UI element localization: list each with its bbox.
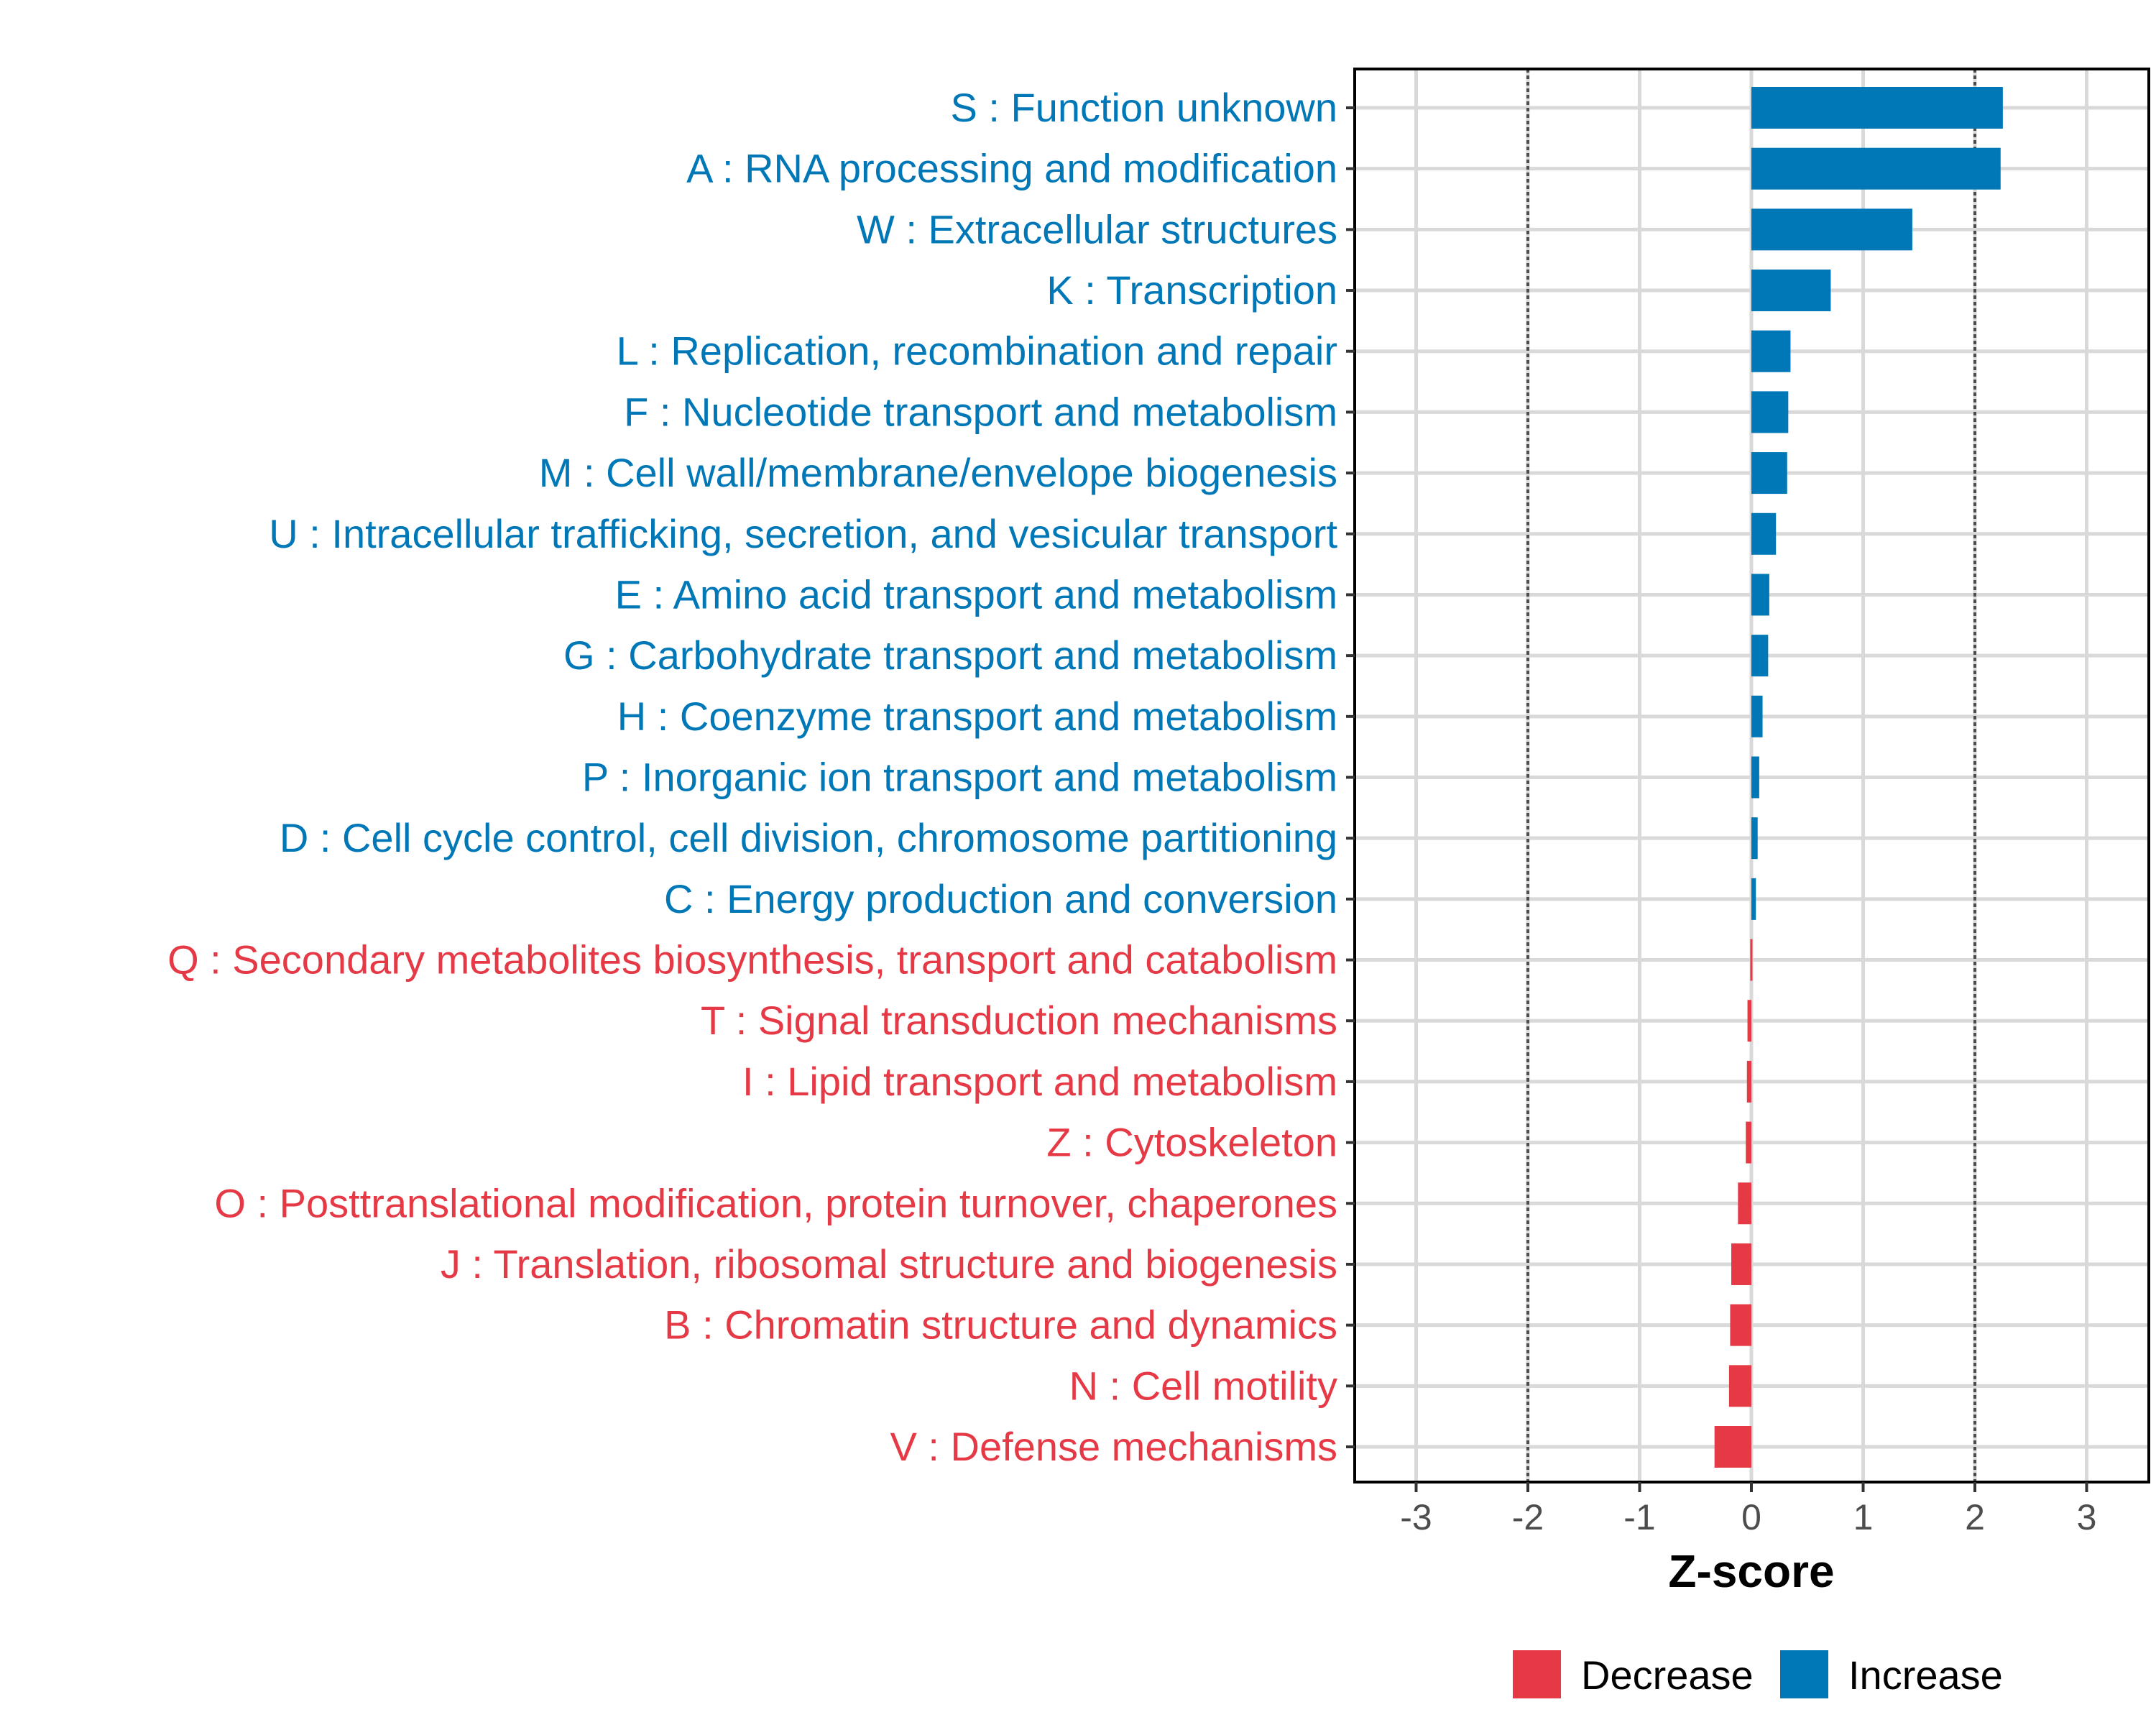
category-labels: S : Function unknown A : RNA processing a…	[167, 85, 1355, 1469]
category-label: U : Intracellular trafficking, secretion…	[269, 511, 1337, 556]
bar	[1751, 574, 1769, 616]
category-label: K : Transcription	[1046, 267, 1337, 313]
category-label: T : Signal transduction mechanisms	[701, 998, 1337, 1043]
category-label: Q : Secondary metabolites biosynthesis, …	[167, 937, 1337, 983]
x-tick-label: -1	[1623, 1497, 1655, 1537]
bar	[1746, 1060, 1751, 1103]
category-label: E : Amino acid transport and metabolism	[615, 571, 1337, 617]
category-label: J : Translation, ribosomal structure and…	[441, 1241, 1337, 1287]
category-label: B : Chromatin structure and dynamics	[664, 1302, 1337, 1348]
bar	[1751, 635, 1769, 677]
legend-key-decrease	[1513, 1650, 1561, 1698]
bar	[1751, 330, 1791, 372]
bar	[1751, 87, 2003, 129]
category-label: G : Carbohydrate transport and metabolis…	[563, 632, 1337, 678]
category-label: L : Replication, recombination and repai…	[617, 328, 1337, 374]
bar	[1751, 208, 1912, 251]
bar	[1731, 1243, 1751, 1285]
category-label: H : Coenzyme transport and metabolism	[617, 694, 1337, 739]
x-axis-title: Z-score	[1668, 1545, 1834, 1597]
bar	[1750, 939, 1753, 981]
x-tick-label: -3	[1400, 1497, 1432, 1537]
category-label: D : Cell cycle control, cell division, c…	[280, 815, 1337, 860]
bar	[1751, 391, 1789, 433]
bar	[1751, 756, 1759, 799]
category-label: C : Energy production and conversion	[664, 876, 1337, 921]
bar	[1738, 1182, 1751, 1225]
category-label: F : Nucleotide transport and metabolism	[624, 389, 1337, 434]
legend-label: Decrease	[1581, 1652, 1754, 1698]
bar	[1751, 452, 1787, 494]
bar	[1730, 1304, 1751, 1346]
category-label: I : Lipid transport and metabolism	[742, 1059, 1337, 1104]
x-axis-ticks: -3 -2 -1 0 1 2 3	[1400, 1482, 2096, 1537]
x-tick-label: 3	[2077, 1497, 2097, 1537]
legend-key-increase	[1780, 1650, 1828, 1698]
category-label: P : Inorganic ion transport and metaboli…	[582, 755, 1337, 800]
category-label: S : Function unknown	[950, 85, 1337, 130]
category-label: M : Cell wall/membrane/envelope biogenes…	[539, 450, 1337, 495]
reference-lines	[1526, 69, 1976, 1482]
category-label: W : Extracellular structures	[857, 206, 1337, 252]
bar	[1751, 878, 1756, 920]
bar	[1746, 1121, 1751, 1164]
category-label: Z : Cytoskeleton	[1046, 1120, 1337, 1165]
x-tick-label: 0	[1741, 1497, 1761, 1537]
bar	[1714, 1426, 1751, 1468]
bar	[1728, 1365, 1751, 1407]
legend: Decrease Increase	[1513, 1650, 2003, 1698]
x-tick-label: 2	[1965, 1497, 1985, 1537]
x-tick-label: 1	[1853, 1497, 1874, 1537]
bar	[1751, 512, 1777, 555]
bar	[1751, 270, 1831, 312]
bar	[1751, 147, 2001, 190]
category-label: N : Cell motility	[1069, 1363, 1337, 1408]
category-label: V : Defense mechanisms	[890, 1424, 1337, 1469]
bar	[1751, 695, 1763, 737]
bars	[1714, 87, 2003, 1468]
x-tick-label: -2	[1512, 1497, 1544, 1537]
category-label: O : Posttranslational modification, prot…	[214, 1180, 1337, 1225]
category-label: A : RNA processing and modification	[686, 146, 1337, 191]
bar	[1747, 1000, 1751, 1042]
bar	[1751, 817, 1758, 860]
legend-label: Increase	[1848, 1652, 2003, 1698]
